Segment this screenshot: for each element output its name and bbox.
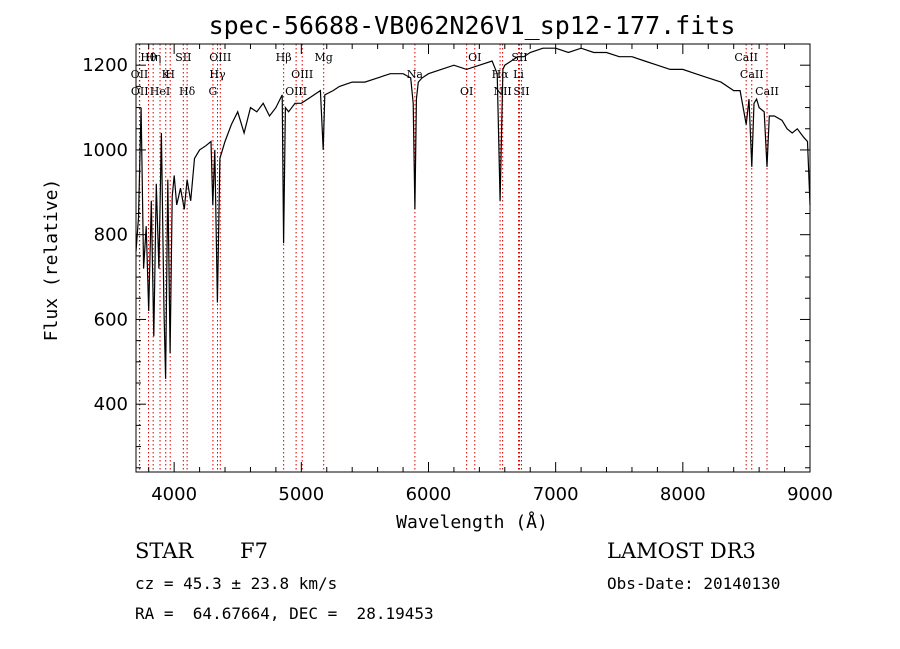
- line-markers: [138, 44, 768, 472]
- y-tick-label: 600: [94, 309, 128, 330]
- chart-title: spec-56688-VB062N26V1_sp12-177.fits: [209, 11, 736, 40]
- line-label: OI: [468, 51, 481, 64]
- x-tick-label: 5000: [278, 484, 324, 505]
- line-label: Li: [513, 68, 524, 81]
- cz-value: cz = 45.3 ± 23.8 km/s: [135, 574, 338, 593]
- line-label: CaII: [740, 68, 764, 81]
- line-label: Mg: [315, 51, 333, 64]
- plot-frame: [135, 43, 811, 473]
- coordinates: RA = 64.67664, DEC = 28.19453: [135, 604, 434, 623]
- y-tick-label: 1000: [82, 140, 128, 161]
- line-label: Hθ: [140, 51, 157, 64]
- x-tick-label: 4000: [151, 484, 197, 505]
- x-tick-label: 7000: [533, 484, 579, 505]
- obs-date: Obs-Date: 20140130: [607, 574, 781, 593]
- series-group: [135, 47, 811, 379]
- line-label: SII: [513, 85, 529, 98]
- line-label: NII: [493, 85, 511, 98]
- line-label: CaII: [734, 51, 758, 64]
- line-label: H: [165, 68, 175, 81]
- x-axis-label: Wavelength (Å): [396, 511, 548, 533]
- line-label: OII: [131, 85, 149, 98]
- y-tick-label: 800: [94, 225, 128, 246]
- line-label: K: [162, 68, 171, 81]
- class-label: STAR: [135, 539, 194, 563]
- line-label: OI: [460, 85, 473, 98]
- line-label: G: [209, 85, 218, 98]
- x-tick-label: 9000: [787, 484, 833, 505]
- line-label: CaII: [755, 85, 779, 98]
- line-label: Hβ: [276, 51, 292, 64]
- subclass-label: F7: [240, 539, 268, 563]
- line-label: OIII: [285, 85, 307, 98]
- line-label: SII: [511, 51, 527, 64]
- line-label: Na: [407, 68, 424, 81]
- line-label: Hδ: [179, 85, 196, 98]
- y-tick-label: 400: [94, 394, 128, 415]
- line-label: HeI: [150, 85, 170, 98]
- line-label: OII: [131, 68, 149, 81]
- line-label: Hα: [492, 68, 510, 81]
- y-axis-label: Flux (relative): [41, 179, 62, 342]
- line-label: OIII: [209, 51, 231, 64]
- axes: 4000 5000 6000 7000 8000 9000 400 600 800 1000 120…: [82, 44, 833, 505]
- x-tick-label: 8000: [660, 484, 706, 505]
- survey-label: LAMOST DR3: [607, 539, 756, 563]
- series-flux: [135, 47, 811, 379]
- y-tick-label: 1200: [82, 55, 128, 76]
- line-label: OIII: [291, 68, 313, 81]
- line-labels: HθOIIOIIHηKHeISIIHHδOIIIHγGHβOIIIOIIIMgN…: [131, 51, 779, 98]
- line-label: SII: [175, 51, 191, 64]
- x-tick-label: 6000: [406, 484, 452, 505]
- line-label: Hη: [145, 51, 161, 64]
- line-label: Hγ: [209, 68, 226, 81]
